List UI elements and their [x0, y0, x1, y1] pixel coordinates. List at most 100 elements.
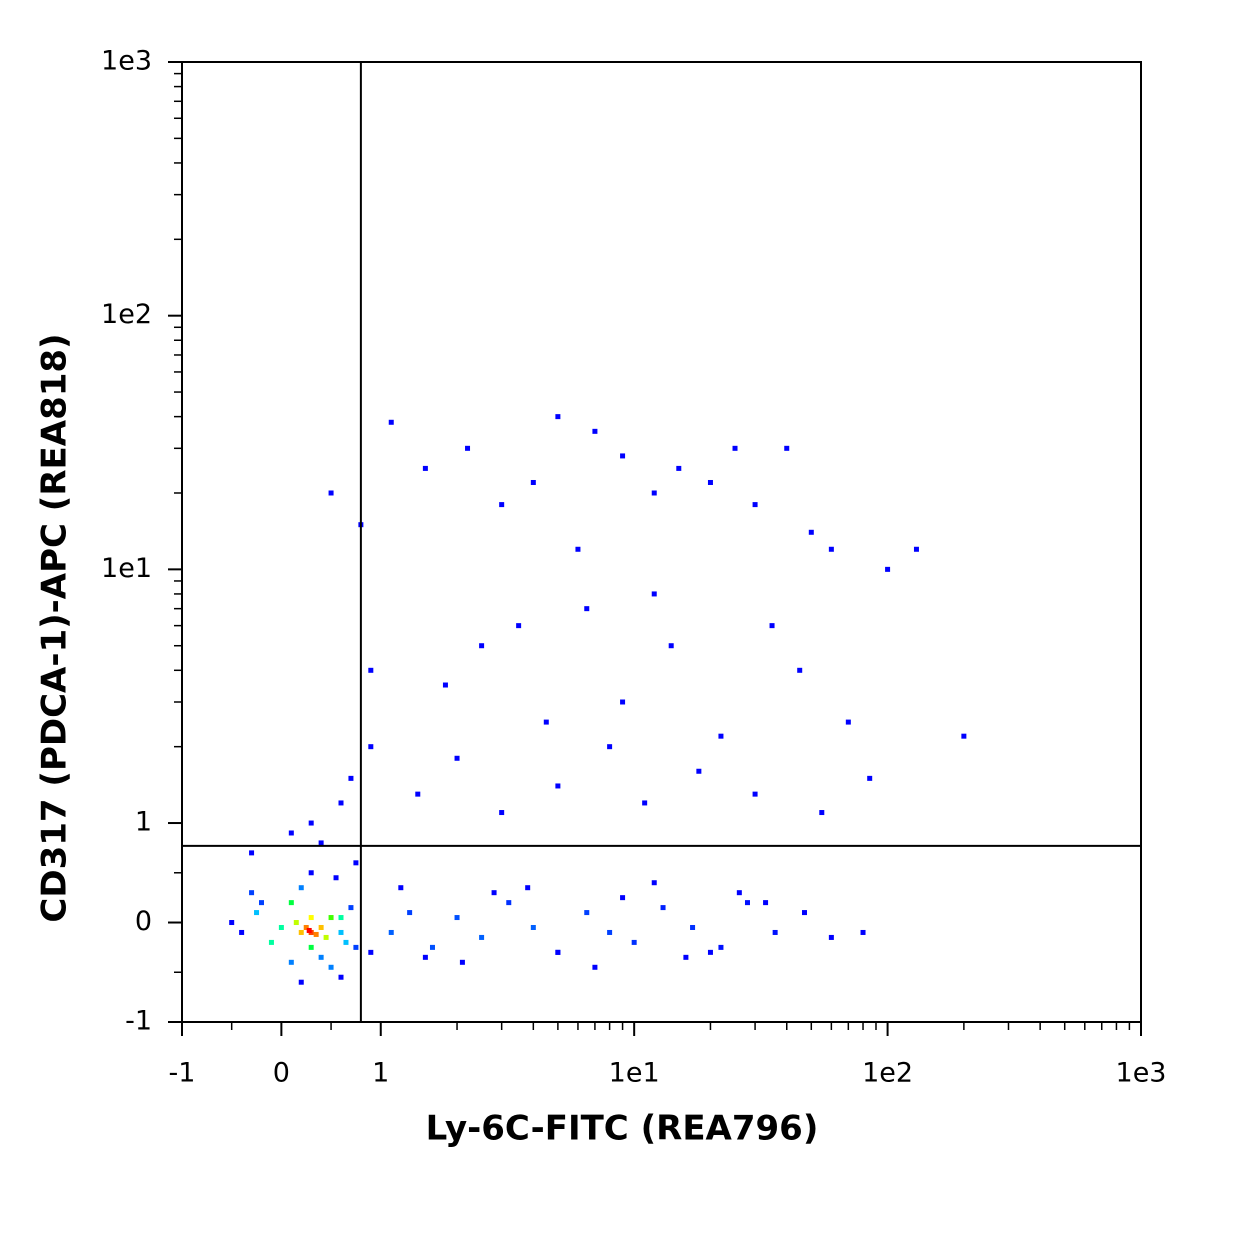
point: [313, 931, 319, 937]
point: [631, 939, 637, 945]
point: [575, 546, 581, 552]
point: [422, 954, 428, 960]
point: [772, 929, 778, 935]
point: [249, 850, 255, 856]
point: [454, 755, 460, 761]
point: [348, 905, 354, 911]
point: [353, 860, 359, 866]
point: [318, 840, 324, 846]
point: [819, 810, 825, 816]
point: [229, 920, 235, 926]
point: [323, 934, 329, 940]
point: [328, 915, 334, 921]
point: [328, 964, 334, 970]
point: [249, 890, 255, 896]
point: [808, 529, 814, 535]
x-tick-label: 1e2: [862, 1058, 913, 1089]
point: [259, 900, 265, 906]
point: [718, 944, 724, 950]
point: [368, 744, 374, 750]
point: [288, 830, 294, 836]
point: [828, 934, 834, 940]
point: [555, 949, 561, 955]
point: [499, 502, 505, 508]
x-tick-label: 0: [273, 1058, 290, 1089]
point: [736, 890, 742, 896]
plot-frame: [181, 61, 1142, 1023]
y-axis-label: CD317 (PDCA-1)-APC (REA818): [35, 333, 75, 922]
point: [651, 591, 657, 597]
point: [459, 959, 465, 965]
y-tick-label: 1e3: [101, 46, 152, 77]
point: [407, 910, 413, 916]
point: [465, 445, 471, 451]
point: [328, 490, 334, 496]
point: [530, 924, 536, 930]
point: [797, 667, 803, 673]
point: [696, 768, 702, 774]
point: [707, 949, 713, 955]
point: [651, 880, 657, 886]
point: [254, 910, 260, 916]
point: [592, 964, 598, 970]
point: [422, 465, 428, 471]
point: [961, 733, 967, 739]
point: [718, 733, 724, 739]
point: [306, 927, 312, 933]
point: [348, 775, 354, 781]
point: [308, 870, 314, 876]
point: [584, 910, 590, 916]
point: [479, 934, 485, 940]
point: [752, 791, 758, 797]
y-tick-label: 1e2: [101, 299, 152, 330]
point: [388, 929, 394, 935]
point: [491, 890, 497, 896]
point: [293, 920, 299, 926]
point: [479, 643, 485, 649]
point: [620, 895, 626, 901]
point: [525, 885, 531, 891]
x-tick-label: 1e1: [609, 1058, 660, 1089]
point: [454, 915, 460, 921]
point: [867, 775, 873, 781]
point: [784, 445, 790, 451]
point: [651, 490, 657, 496]
point: [763, 900, 769, 906]
point: [845, 719, 851, 725]
point: [353, 944, 359, 950]
point: [415, 791, 421, 797]
point: [368, 667, 374, 673]
point: [530, 479, 536, 485]
point: [592, 428, 598, 434]
point: [543, 719, 549, 725]
point: [506, 900, 512, 906]
point: [769, 623, 775, 629]
point: [828, 546, 834, 552]
point: [318, 954, 324, 960]
point: [555, 783, 561, 789]
point: [278, 924, 284, 930]
point: [429, 944, 435, 950]
point: [499, 810, 505, 816]
point: [298, 929, 304, 935]
point: [642, 800, 648, 806]
point: [239, 929, 245, 935]
y-tick-label: -1: [125, 1006, 152, 1037]
point: [338, 974, 344, 980]
point: [607, 929, 613, 935]
point: [398, 885, 404, 891]
point: [752, 502, 758, 508]
point: [288, 900, 294, 906]
point: [660, 905, 666, 911]
point: [913, 546, 919, 552]
point: [298, 979, 304, 985]
point: [668, 643, 674, 649]
point: [333, 875, 339, 881]
point: [885, 566, 891, 572]
point: [683, 954, 689, 960]
point: [707, 479, 713, 485]
y-tick-label: 1: [135, 807, 152, 838]
x-axis-label: Ly-6C-FITC (REA796): [426, 1109, 819, 1149]
point: [388, 419, 394, 425]
x-tick-label: 1: [372, 1058, 389, 1089]
